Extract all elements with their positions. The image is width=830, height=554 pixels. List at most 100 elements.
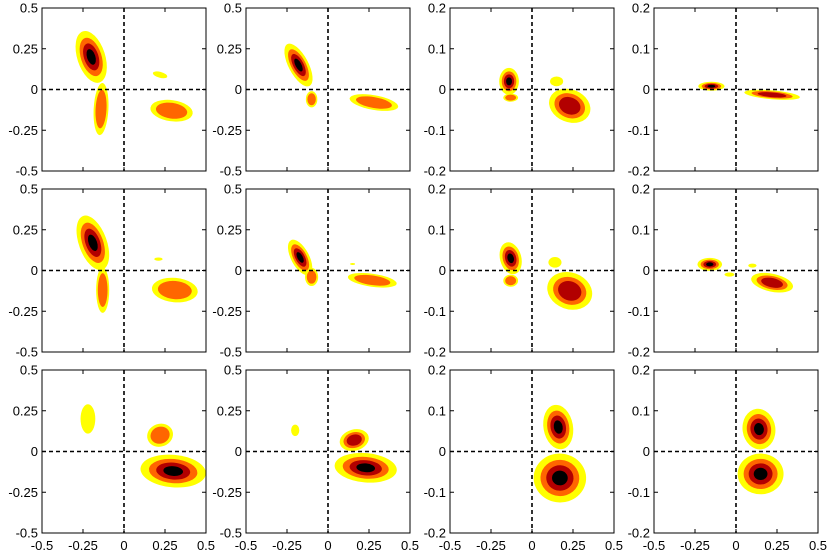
- y-tick-label: -0.2: [628, 164, 650, 179]
- contour-blob-1-level-4: [706, 262, 714, 267]
- x-tick-label: 0.5: [197, 538, 215, 553]
- x-tick-label: 0: [120, 538, 127, 553]
- contour-blob-4-level-1: [350, 263, 356, 265]
- panel-r3c2: -0.5 -0.25 0 0.25 0.5 -0.5 -0.25 0 0.25 0.5: [212, 363, 419, 554]
- y-tick-label: -0.1: [628, 485, 650, 500]
- contour-blob-3-level-2: [307, 93, 316, 106]
- contour-blob-3-level-1: [80, 404, 96, 434]
- contour-blob-1-level-4: [707, 84, 716, 88]
- panel-r2c3: -0.2 -0.1 0 0.1 0.2: [424, 182, 615, 360]
- y-tick-label: -0.5: [220, 164, 242, 179]
- y-tick-label: -0.25: [212, 123, 242, 138]
- contour-blobs: [284, 43, 399, 111]
- panel-r2c1: -0.5 -0.25 0 0.25 0.5: [8, 182, 207, 360]
- contour-blobs: [737, 408, 784, 495]
- y-tick-label: -0.2: [424, 345, 446, 360]
- y-tick-label: -0.2: [628, 526, 650, 541]
- panel-r3c1: -0.5 -0.25 0 0.25 0.5 -0.5 -0.25 0 0.25 0.5: [8, 363, 215, 554]
- contour-blob-4-level-1: [724, 272, 735, 277]
- contour-blob-1-level-4: [506, 77, 512, 86]
- x-tick-label: 0.5: [401, 538, 419, 553]
- contour-blob-1-level-4: [294, 58, 303, 72]
- y-tick-label: 0: [439, 82, 446, 97]
- x-tick-label: -0.5: [235, 538, 257, 553]
- contour-blob-3-level-1: [550, 76, 564, 87]
- y-tick-label: -0.1: [628, 123, 650, 138]
- contour-blob-3-level-2: [306, 270, 317, 284]
- y-tick-label: 0.5: [20, 363, 38, 378]
- x-tick-label: -0.25: [680, 538, 710, 553]
- contour-blob-1-level-4: [163, 466, 184, 477]
- contour-blob-4-level-1: [154, 257, 163, 261]
- panel-r3c4: -0.2 -0.1 0 0.1 0.2 -0.5 -0.25 0 0.25 0.5: [628, 363, 827, 554]
- y-tick-label: 0.5: [224, 1, 242, 16]
- x-tick-label: -0.25: [476, 538, 506, 553]
- y-tick-label: 0.1: [428, 403, 446, 418]
- y-tick-label: -0.5: [16, 526, 38, 541]
- y-tick-label: -0.5: [220, 345, 242, 360]
- contour-blob-2-level-3: [346, 434, 362, 446]
- contour-blob-1-level-4: [86, 49, 96, 65]
- y-tick-label: 0.25: [217, 41, 242, 56]
- y-tick-label: -0.2: [424, 164, 446, 179]
- contour-blob-1-level-4: [552, 470, 568, 486]
- x-tick-label: 0: [324, 538, 331, 553]
- y-tick-label: 0.1: [632, 41, 650, 56]
- y-tick-label: -0.25: [212, 485, 242, 500]
- contour-blob-2-level-2: [155, 102, 188, 119]
- contour-blob-4-level-2: [505, 276, 517, 286]
- y-tick-label: 0: [31, 82, 38, 97]
- contour-blob-2-level-3: [757, 92, 787, 98]
- y-tick-label: 0: [235, 82, 242, 97]
- panel-r1c2: -0.5 -0.25 0 0.25 0.5: [212, 1, 411, 179]
- contour-blob-3-level-2: [97, 273, 108, 307]
- y-tick-label: 0: [31, 444, 38, 459]
- contour-blob-1-level-4: [356, 463, 376, 473]
- y-tick-label: 0.5: [224, 182, 242, 197]
- contour-blob-3-level-1: [748, 263, 757, 268]
- contour-blob-2-level-3: [558, 281, 582, 301]
- y-tick-label: 0.25: [13, 403, 38, 418]
- contour-blobs: [698, 81, 800, 100]
- y-tick-label: -0.5: [16, 164, 38, 179]
- contour-blob-2-level-2: [150, 426, 170, 444]
- y-tick-label: 0.2: [428, 363, 446, 378]
- contour-blob-2-level-3: [761, 277, 783, 288]
- x-tick-label: -0.5: [643, 538, 665, 553]
- y-tick-label: 0: [643, 263, 650, 278]
- x-tick-label: -0.25: [272, 538, 302, 553]
- y-tick-label: 0.5: [20, 1, 38, 16]
- x-tick-label: 0.5: [605, 538, 623, 553]
- y-tick-label: 0: [235, 444, 242, 459]
- y-tick-label: -0.2: [628, 345, 650, 360]
- y-tick-label: 0.1: [632, 222, 650, 237]
- y-tick-label: 0.2: [632, 1, 650, 16]
- y-tick-label: -0.1: [424, 485, 446, 500]
- y-tick-label: 0.25: [217, 403, 242, 418]
- contour-blobs: [76, 215, 198, 313]
- contour-blob-3-level-1: [291, 424, 300, 437]
- contour-blob-2-level-2: [157, 280, 192, 300]
- x-tick-label: 0.5: [809, 538, 827, 553]
- y-tick-label: -0.1: [628, 304, 650, 319]
- x-tick-label: 0.25: [560, 538, 585, 553]
- y-tick-label: 0.5: [224, 363, 242, 378]
- y-tick-label: 0: [31, 263, 38, 278]
- x-tick-label: 0.25: [356, 538, 381, 553]
- y-tick-label: 0.1: [428, 41, 446, 56]
- y-tick-label: -0.5: [220, 526, 242, 541]
- contour-blobs: [499, 242, 593, 310]
- x-tick-label: -0.25: [68, 538, 98, 553]
- contour-blobs: [697, 257, 794, 293]
- panel-r3c3: -0.2 -0.1 0 0.1 0.2 -0.5 -0.25 0 0.25 0.5: [424, 363, 623, 554]
- y-tick-label: 0.2: [428, 182, 446, 197]
- y-tick-label: 0: [643, 82, 650, 97]
- contour-blob-2-level-4: [754, 422, 764, 436]
- contour-blob-2-level-3: [558, 96, 581, 115]
- y-tick-label: 0: [439, 444, 446, 459]
- contour-blob-2-level-2: [354, 274, 391, 286]
- x-tick-label: 0.25: [764, 538, 789, 553]
- panel-r1c3: -0.2 -0.1 0 0.1 0.2: [424, 1, 615, 179]
- panel-r2c2: -0.5 -0.25 0 0.25 0.5: [212, 182, 411, 360]
